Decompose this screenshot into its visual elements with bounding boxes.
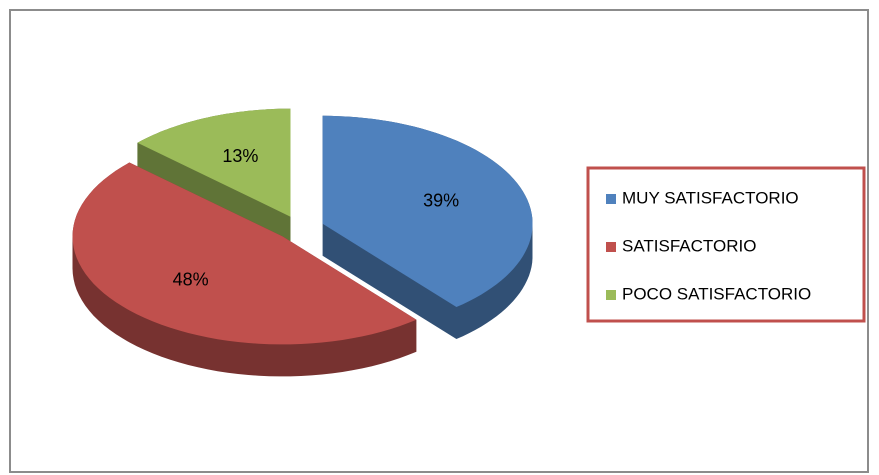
data-label: 13% xyxy=(222,146,258,166)
slice xyxy=(72,162,417,345)
legend-label: POCO SATISFACTORIO xyxy=(622,284,811,303)
legend-label: MUY SATISFACTORIO xyxy=(622,188,799,207)
slice xyxy=(322,115,533,307)
data-label: 39% xyxy=(423,191,459,211)
legend-swatch xyxy=(606,242,616,252)
legend-swatch xyxy=(606,290,616,300)
legend-swatch xyxy=(606,194,616,204)
legend-box xyxy=(586,166,866,323)
data-label: 48% xyxy=(173,270,209,290)
slice xyxy=(137,108,291,217)
legend-label: SATISFACTORIO xyxy=(622,236,756,255)
